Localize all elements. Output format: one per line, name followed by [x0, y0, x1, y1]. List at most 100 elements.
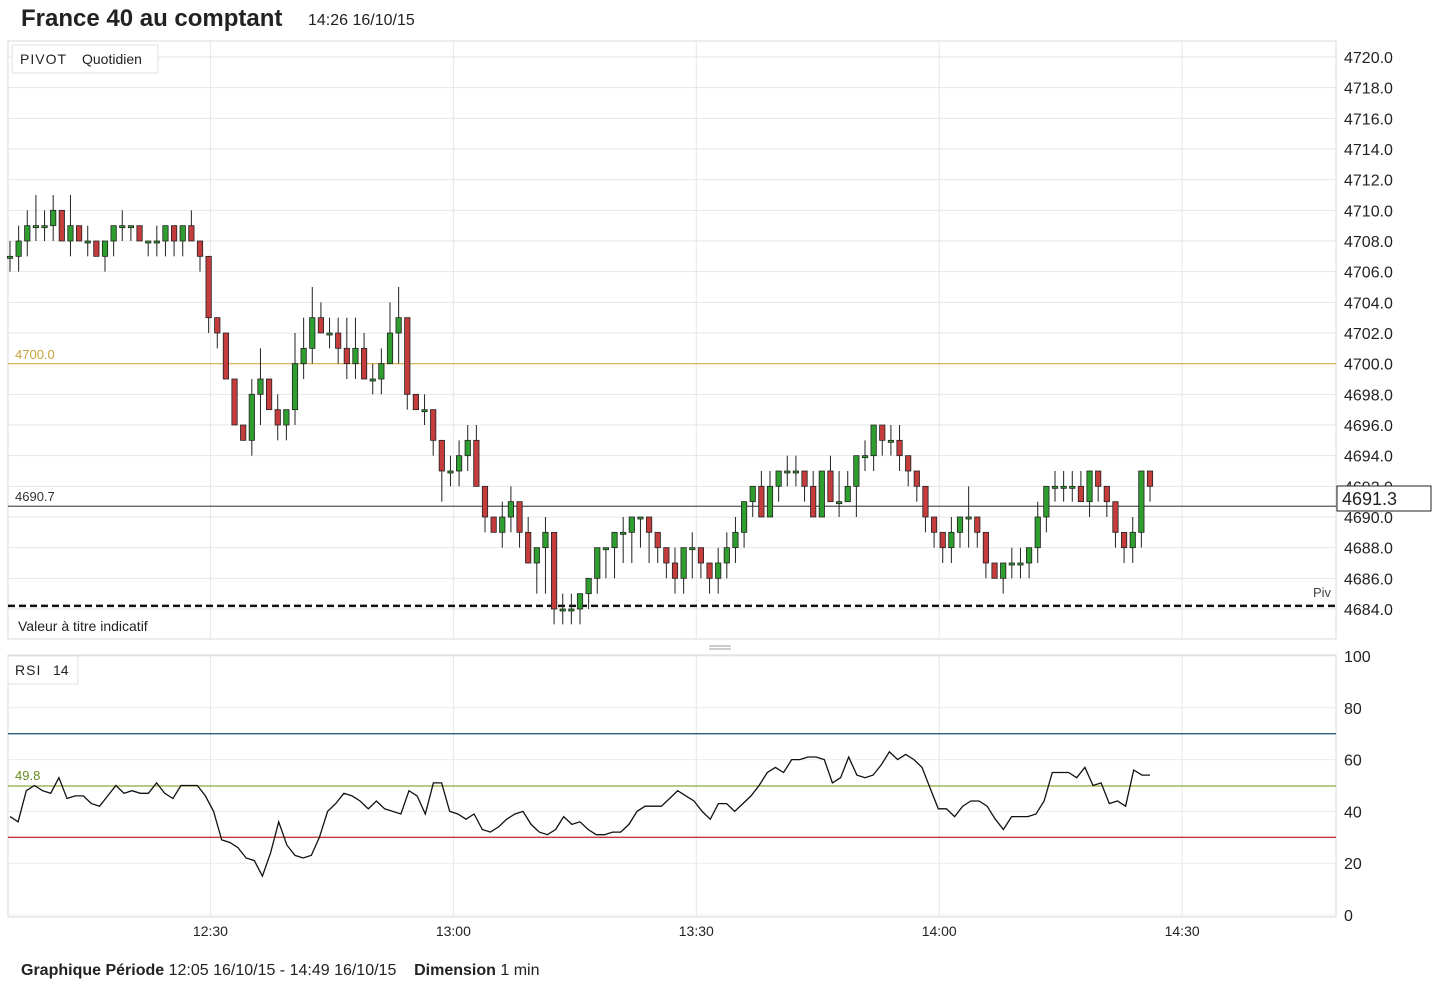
- candle-body: [1146, 470, 1154, 487]
- rsi-period: 14: [53, 662, 69, 678]
- rsi-tick-label: 40: [1344, 804, 1362, 821]
- candle: [948, 517, 955, 563]
- candle: [300, 317, 307, 379]
- candle-body: [1034, 516, 1041, 549]
- candle-body: [24, 225, 31, 242]
- candle: [369, 363, 376, 395]
- footer-dimension-label: Dimension: [414, 962, 496, 979]
- candle: [447, 455, 454, 487]
- candle: [58, 209, 65, 242]
- candle: [551, 531, 558, 625]
- candle: [559, 593, 566, 625]
- candle-body: [663, 547, 670, 564]
- candle: [974, 516, 981, 548]
- panel-resize-handle[interactable]: [709, 645, 731, 650]
- candle-body: [1138, 470, 1145, 533]
- candle: [775, 470, 782, 502]
- candle-body: [404, 317, 411, 395]
- candle-body: [525, 531, 532, 564]
- candle-body: [188, 225, 195, 242]
- price-tick-label: 4694.0: [1344, 449, 1393, 466]
- candle-body: [706, 562, 713, 579]
- candle: [792, 455, 799, 487]
- time-tick-label: 12:30: [193, 923, 228, 939]
- footer: Graphique Période 12:05 16/10/15 - 14:49…: [21, 962, 540, 980]
- price-axis: 4684.04686.04688.04690.04692.04694.04696…: [1344, 50, 1393, 619]
- chart-timestamp: 14:26 16/10/15: [308, 12, 415, 29]
- candle-body: [853, 455, 860, 487]
- candle: [671, 547, 679, 594]
- candle-body: [447, 470, 454, 474]
- candle: [1051, 471, 1059, 502]
- rsi-grid: [8, 655, 1336, 917]
- candle-body: [136, 225, 143, 242]
- candle: [1077, 471, 1084, 503]
- candle-body: [58, 209, 65, 242]
- candle: [861, 440, 869, 471]
- candle: [991, 562, 998, 579]
- candle-body: [602, 547, 609, 551]
- candle: [922, 485, 929, 533]
- time-tick-label: 13:30: [679, 923, 714, 939]
- candle: [741, 501, 748, 548]
- candle-body: [369, 378, 376, 382]
- candle: [576, 593, 584, 625]
- candle-body: [76, 225, 83, 242]
- candle-body: [101, 240, 109, 257]
- price-tick-label: 4712.0: [1344, 173, 1393, 190]
- candle-body: [792, 470, 799, 474]
- candle-body: [1043, 485, 1050, 518]
- price-tick-label: 4688.0: [1344, 541, 1393, 558]
- candle-body: [257, 378, 264, 395]
- candle-body: [1017, 562, 1024, 566]
- candle: [291, 333, 299, 425]
- candle-body: [67, 225, 74, 242]
- candle-body: [861, 455, 869, 459]
- candle-body: [905, 455, 912, 472]
- candle: [404, 317, 411, 410]
- current-price-box: [1336, 485, 1432, 512]
- candle: [274, 394, 281, 441]
- candle: [343, 317, 350, 379]
- candle: [1069, 471, 1076, 502]
- candle-body: [274, 409, 281, 426]
- candle-body: [533, 547, 540, 564]
- candle-body: [6, 255, 14, 259]
- price-tick-label: 4704.0: [1344, 295, 1393, 312]
- price-panel-frame: [7, 40, 1337, 640]
- candle-body: [585, 577, 592, 595]
- candle-body: [1086, 470, 1093, 503]
- candle: [421, 394, 428, 425]
- candle: [352, 317, 359, 379]
- candle: [6, 241, 14, 272]
- candle: [317, 302, 324, 334]
- candle-body: [386, 332, 394, 365]
- candle: [283, 409, 290, 441]
- candle-body: [637, 516, 644, 520]
- rsi-tick-label: 0: [1344, 908, 1353, 925]
- candle: [378, 348, 385, 395]
- candle-body: [395, 317, 402, 334]
- price-tick-label: 4696.0: [1344, 418, 1393, 435]
- candle: [464, 425, 471, 471]
- candle: [913, 470, 920, 502]
- candle: [214, 317, 221, 349]
- candle: [758, 471, 765, 518]
- candle: [1121, 531, 1128, 563]
- candle: [723, 532, 730, 579]
- candle: [490, 516, 497, 533]
- rsi-axis: 0 20 40 60 80 100: [1344, 649, 1371, 925]
- candle: [430, 409, 437, 456]
- candle: [205, 255, 212, 333]
- candle: [386, 302, 394, 365]
- candle: [119, 210, 126, 241]
- candle: [585, 577, 592, 609]
- candle-body: [810, 485, 817, 518]
- candle-body: [473, 439, 480, 487]
- candle: [127, 225, 134, 241]
- candle-body: [300, 347, 307, 365]
- candle: [136, 225, 143, 242]
- candle: [1060, 471, 1067, 502]
- price-tick-label: 4702.0: [1344, 326, 1393, 343]
